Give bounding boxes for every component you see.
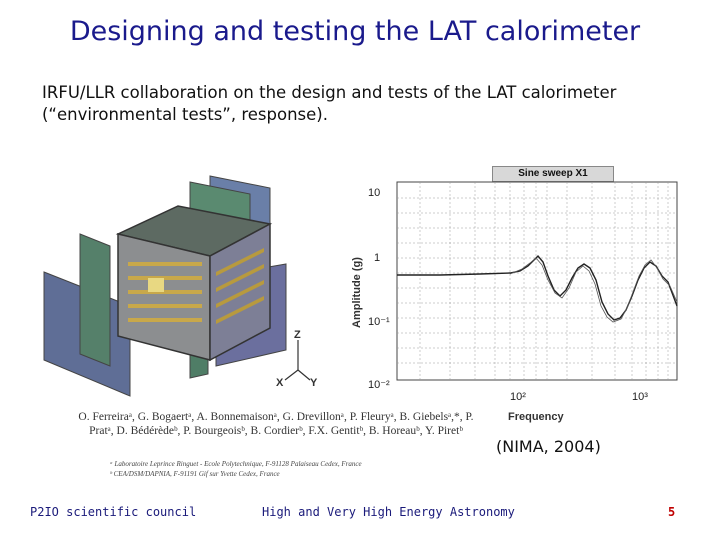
footer-left: P2IO scientific council xyxy=(30,505,197,519)
side-connector-rows xyxy=(216,248,264,324)
response-curve-2 xyxy=(509,257,678,323)
axis-y-label: Y xyxy=(310,377,318,389)
y-tick-1: 1 xyxy=(374,252,380,264)
affiliation-b: ᵇ CEA/DSM/DAPNIA, F-91191 Gif sur Yvette… xyxy=(110,470,280,478)
x-tick-1000: 10³ xyxy=(632,391,648,403)
connector-rows xyxy=(128,262,202,322)
plot-grid xyxy=(397,182,677,380)
sine-sweep-plot: 10 1 10⁻¹ 10⁻² 10² 10³ Frequency Amplitu… xyxy=(351,181,678,423)
author-list: O. Ferreiraᵃ, G. Bogaertᵃ, A. Bonnemaiso… xyxy=(78,411,474,437)
plot-xlabel: Frequency xyxy=(508,411,565,423)
response-curve xyxy=(397,254,678,321)
y-tick-0.1: 10⁻¹ xyxy=(368,316,390,328)
plot-ylabel: Amplitude (g) xyxy=(351,257,363,328)
left-plate-green xyxy=(79,233,111,367)
y-tick-0.01: 10⁻² xyxy=(368,379,390,391)
page-number: 5 xyxy=(668,505,676,519)
axis-z-label: Z xyxy=(294,329,301,341)
slide-title: Designing and testing the LAT calorimete… xyxy=(69,16,641,47)
citation: (NIMA, 2004) xyxy=(496,437,601,456)
axis-x-label: X xyxy=(276,377,284,389)
y-tick-10: 10 xyxy=(368,187,380,199)
calorimeter-front xyxy=(117,233,211,361)
calorimeter-drawing: Z X Y xyxy=(43,175,318,397)
plot-frame xyxy=(396,181,678,381)
axes-triad xyxy=(284,340,311,381)
affiliations: ᵃ Laboratoire Leprince Ringuet - Ecole P… xyxy=(110,459,430,479)
x-tick-100: 10² xyxy=(510,391,526,403)
affiliation-a: ᵃ Laboratoire Leprince Ringuet - Ecole P… xyxy=(110,460,362,468)
intro-text: IRFU/LLR collaboration on the design and… xyxy=(42,83,617,124)
footer-center: High and Very High Energy Astronomy xyxy=(262,505,515,519)
